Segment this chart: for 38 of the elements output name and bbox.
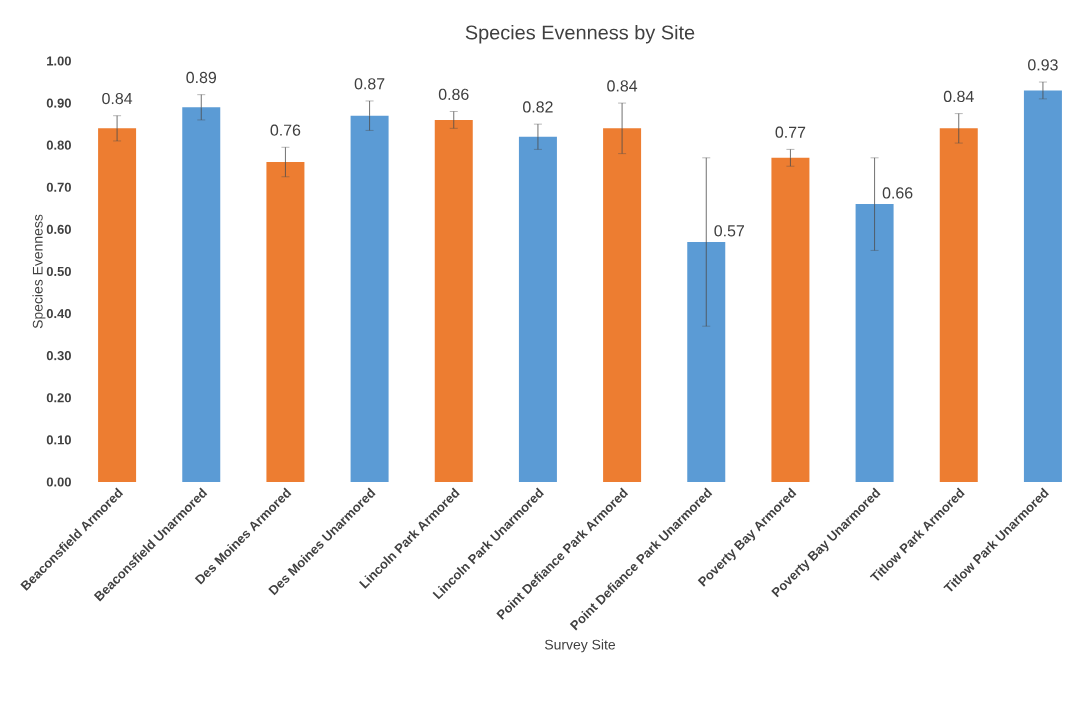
bar: [939, 128, 978, 482]
y-tick-label: 0.90: [46, 98, 71, 108]
data-label: 0.82: [523, 101, 553, 113]
bar: [98, 128, 137, 482]
x-axis-title: Survey Site: [544, 639, 616, 653]
bar: [434, 119, 473, 482]
data-label: 0.84: [943, 90, 974, 103]
data-label: 0.86: [438, 88, 469, 100]
y-tick-label: 0.40: [46, 309, 71, 319]
y-tick-label: 0.20: [46, 393, 71, 403]
data-label: 0.84: [607, 80, 638, 92]
y-tick-label: 0.80: [46, 140, 71, 150]
bar: [1023, 90, 1062, 482]
y-tick-label: 0.10: [46, 435, 71, 445]
bar: [855, 204, 894, 482]
bar: [266, 162, 305, 482]
bar: [350, 115, 389, 482]
y-tick-label: 0.50: [46, 266, 71, 277]
data-label: 0.57: [714, 225, 744, 237]
data-label: 0.89: [186, 71, 217, 84]
data-label: 0.84: [102, 92, 133, 105]
data-label: 0.77: [775, 126, 806, 138]
data-label: 0.87: [354, 78, 385, 90]
chart-title: Species Evenness by Site: [465, 24, 695, 44]
bar: [687, 242, 726, 482]
bar: [182, 107, 221, 482]
y-tick-label: 0.30: [46, 351, 71, 361]
data-label: 0.93: [1028, 59, 1058, 71]
y-tick-label: 1.00: [47, 56, 71, 66]
data-label: 0.66: [882, 187, 913, 199]
y-tick-label: 0.00: [46, 477, 71, 487]
data-label: 0.76: [270, 124, 301, 136]
bar: [771, 157, 810, 482]
y-tick-label: 0.70: [46, 182, 71, 192]
bar: [603, 128, 642, 482]
y-axis-title: Species Evenness: [32, 214, 46, 329]
bar: [518, 136, 557, 482]
y-tick-label: 0.60: [46, 224, 71, 234]
